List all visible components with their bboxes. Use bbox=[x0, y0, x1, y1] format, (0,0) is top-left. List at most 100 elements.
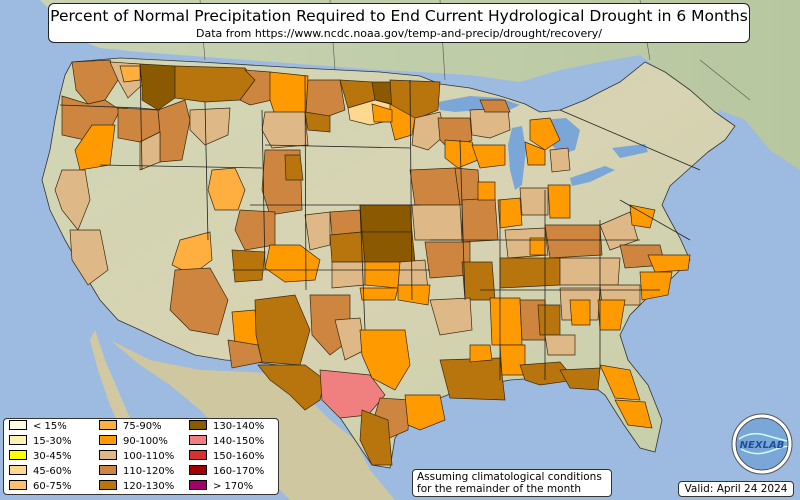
border-line bbox=[699, 59, 751, 101]
legend-item: < 15% bbox=[9, 420, 67, 433]
region bbox=[139, 131, 161, 171]
region bbox=[599, 364, 641, 401]
border-line bbox=[304, 75, 307, 291]
region bbox=[499, 257, 561, 289]
region bbox=[547, 184, 571, 219]
region bbox=[559, 257, 621, 286]
nexlab-logo: NEXLAB bbox=[731, 413, 793, 475]
legend-label: 110-120% bbox=[123, 466, 175, 477]
legend-swatch bbox=[9, 450, 27, 460]
legend-label: 75-90% bbox=[123, 421, 162, 432]
region bbox=[171, 231, 213, 276]
region bbox=[544, 224, 603, 259]
legend-label: 150-160% bbox=[213, 451, 265, 462]
legend-label: 130-140% bbox=[213, 421, 265, 432]
lake-ontario bbox=[612, 144, 648, 158]
legend-label: 100-110% bbox=[123, 451, 175, 462]
legend: < 15% 15-30% 30-45% 45-60% 60-75% 75-90% 90-10… bbox=[3, 418, 279, 495]
region bbox=[189, 107, 231, 146]
legend-label: 30-45% bbox=[33, 451, 72, 462]
legend-swatch bbox=[99, 480, 117, 490]
legend-label: 120-130% bbox=[123, 481, 175, 492]
legend-item: 100-110% bbox=[99, 450, 175, 463]
logo-text: NEXLAB bbox=[740, 440, 785, 451]
region bbox=[364, 261, 401, 289]
map-title: Percent of Normal Precipitation Required… bbox=[50, 7, 748, 25]
state-borders bbox=[59, 65, 701, 380]
legend-item: 45-60% bbox=[9, 465, 72, 478]
region bbox=[647, 254, 691, 273]
region bbox=[231, 309, 259, 346]
region bbox=[549, 147, 571, 173]
region bbox=[234, 209, 276, 251]
legend-label: 60-75% bbox=[33, 481, 72, 492]
legend-item: 130-140% bbox=[189, 420, 265, 433]
region bbox=[257, 364, 326, 411]
border-line bbox=[99, 164, 263, 169]
region bbox=[597, 299, 626, 331]
title-box: Percent of Normal Precipitation Required… bbox=[48, 3, 750, 43]
region bbox=[269, 71, 309, 116]
region bbox=[261, 111, 309, 149]
legend-item: 140-150% bbox=[189, 435, 264, 448]
border-line bbox=[559, 109, 701, 171]
region bbox=[569, 299, 591, 326]
region bbox=[331, 261, 366, 289]
legend-swatch bbox=[9, 480, 27, 490]
region bbox=[411, 111, 446, 151]
region bbox=[227, 339, 263, 369]
legend-label: 90-100% bbox=[123, 436, 168, 447]
legend-swatch bbox=[9, 435, 27, 445]
region bbox=[119, 65, 143, 83]
region bbox=[329, 209, 363, 236]
region bbox=[169, 267, 229, 336]
region bbox=[479, 99, 511, 113]
legend-item: 110-120% bbox=[99, 465, 175, 478]
region bbox=[359, 329, 411, 391]
legend-label: > 170% bbox=[213, 481, 254, 492]
region bbox=[305, 79, 346, 121]
region bbox=[359, 409, 393, 466]
legend-swatch bbox=[189, 480, 207, 490]
region bbox=[304, 111, 331, 133]
region bbox=[614, 399, 653, 429]
legend-swatch bbox=[99, 465, 117, 475]
legend-item: 150-160% bbox=[189, 450, 265, 463]
legend-label: 160-170% bbox=[213, 466, 265, 477]
region bbox=[231, 249, 266, 283]
legend-item: > 170% bbox=[189, 480, 254, 493]
legend-swatch bbox=[9, 465, 27, 475]
region bbox=[444, 139, 479, 169]
region bbox=[74, 124, 116, 171]
border-line bbox=[59, 104, 161, 111]
region bbox=[359, 287, 399, 301]
region bbox=[639, 271, 673, 301]
valid-date: Valid: April 24 2024 bbox=[678, 481, 794, 497]
region bbox=[329, 231, 366, 263]
region bbox=[499, 344, 526, 376]
legend-swatch bbox=[189, 420, 207, 430]
region bbox=[409, 167, 461, 206]
border-line bbox=[459, 139, 466, 301]
border-line bbox=[261, 109, 266, 271]
lake-erie bbox=[570, 166, 615, 186]
region bbox=[519, 361, 576, 386]
legend-swatch bbox=[99, 420, 117, 430]
legend-swatch bbox=[9, 420, 27, 430]
legend-item: 75-90% bbox=[99, 420, 162, 433]
legend-swatch bbox=[189, 435, 207, 445]
border-line bbox=[409, 79, 413, 301]
border-line bbox=[359, 204, 366, 331]
lake-michigan bbox=[508, 126, 526, 190]
legend-item: 30-45% bbox=[9, 450, 72, 463]
legend-item: 15-30% bbox=[9, 435, 72, 448]
region bbox=[411, 204, 463, 241]
region bbox=[429, 297, 473, 336]
border-line bbox=[204, 101, 209, 241]
legend-swatch bbox=[189, 450, 207, 460]
region bbox=[361, 231, 416, 263]
region bbox=[519, 187, 549, 216]
legend-swatch bbox=[99, 435, 117, 445]
legend-label: 45-60% bbox=[33, 466, 72, 477]
